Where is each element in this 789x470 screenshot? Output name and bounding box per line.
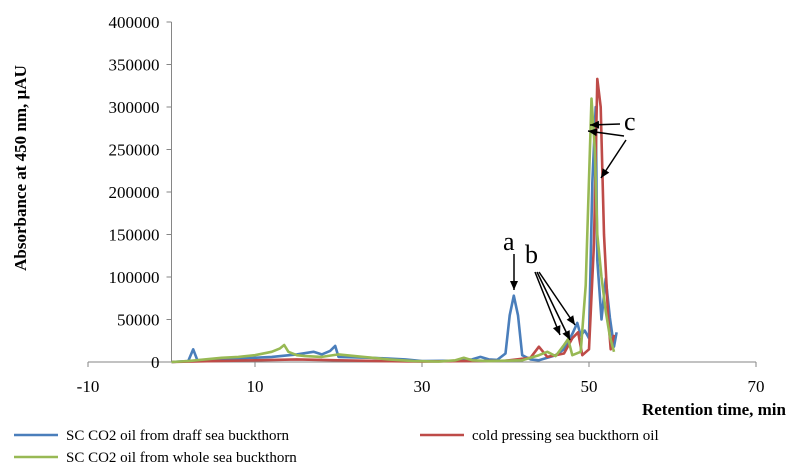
- annotation-label-a: a: [503, 227, 515, 256]
- series-layer: [172, 79, 617, 362]
- x-tick-label: 70: [748, 377, 765, 396]
- annotation-arrowhead: [510, 281, 518, 290]
- y-tick-label: 250000: [109, 141, 160, 160]
- series-line-2: [172, 79, 615, 362]
- legend-label-1: SC CO2 oil from draff sea buckthorn: [66, 428, 290, 444]
- annotation-arrow-line: [535, 272, 560, 335]
- annotation-arrowhead: [567, 315, 575, 325]
- legend-label-2: cold pressing sea buckthorn oil: [472, 428, 659, 444]
- legend: SC CO2 oil from draff sea buckthorn cold …: [14, 428, 659, 466]
- annotation-arrowhead: [553, 325, 560, 335]
- annotation-label-c: c: [624, 107, 636, 136]
- y-tick-label: 0: [151, 353, 160, 372]
- legend-label-3: SC CO2 oil from whole sea buckthorn: [66, 450, 297, 466]
- annotation-label-b: b: [525, 240, 538, 269]
- y-tick-label: 50000: [117, 311, 160, 330]
- series-line-1: [172, 107, 617, 362]
- axes: 0 50000 100000 150000 200000 250000 300000 3500…: [77, 13, 765, 396]
- y-tick-label: 150000: [109, 226, 160, 245]
- y-tick-label: 100000: [109, 268, 160, 287]
- annotation-arrow-line: [537, 272, 570, 340]
- annotations: a b c: [503, 107, 636, 340]
- x-tick-label: -10: [77, 377, 100, 396]
- series-line-3: [172, 99, 615, 363]
- y-tick-label: 350000: [109, 56, 160, 75]
- annotation-arrow-line: [539, 272, 575, 325]
- x-axis-title: Retention time, min: [642, 400, 787, 419]
- y-tick-label: 400000: [109, 13, 160, 32]
- x-tick-label: 10: [247, 377, 264, 396]
- x-tick-label: 50: [581, 377, 598, 396]
- y-tick-label: 300000: [109, 98, 160, 117]
- x-tick-label: 30: [414, 377, 431, 396]
- y-axis-title: Absorbance at 450 nm, µAU: [11, 65, 30, 271]
- y-tick-label: 200000: [109, 183, 160, 202]
